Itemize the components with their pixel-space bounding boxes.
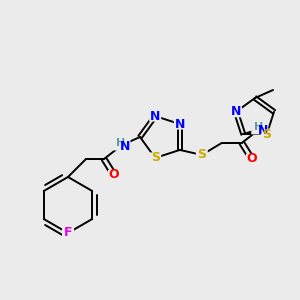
Text: S: S [262,128,271,141]
FancyBboxPatch shape [230,106,242,117]
FancyBboxPatch shape [251,123,268,134]
Text: N: N [231,105,241,118]
FancyBboxPatch shape [113,140,130,151]
FancyBboxPatch shape [108,170,120,180]
FancyBboxPatch shape [196,149,208,161]
Text: S: S [197,148,206,161]
FancyBboxPatch shape [62,228,74,238]
Text: N: N [258,124,268,137]
FancyBboxPatch shape [246,154,258,164]
Text: O: O [109,169,119,182]
Text: N: N [175,118,185,130]
FancyBboxPatch shape [261,129,273,140]
FancyBboxPatch shape [149,152,161,164]
Text: F: F [64,226,72,239]
Text: N: N [150,110,160,123]
Text: N: N [120,140,130,154]
Text: O: O [247,152,257,165]
Text: H: H [116,138,126,148]
FancyBboxPatch shape [149,111,161,122]
Text: H: H [254,122,263,132]
FancyBboxPatch shape [174,118,186,130]
Text: S: S [151,152,160,164]
